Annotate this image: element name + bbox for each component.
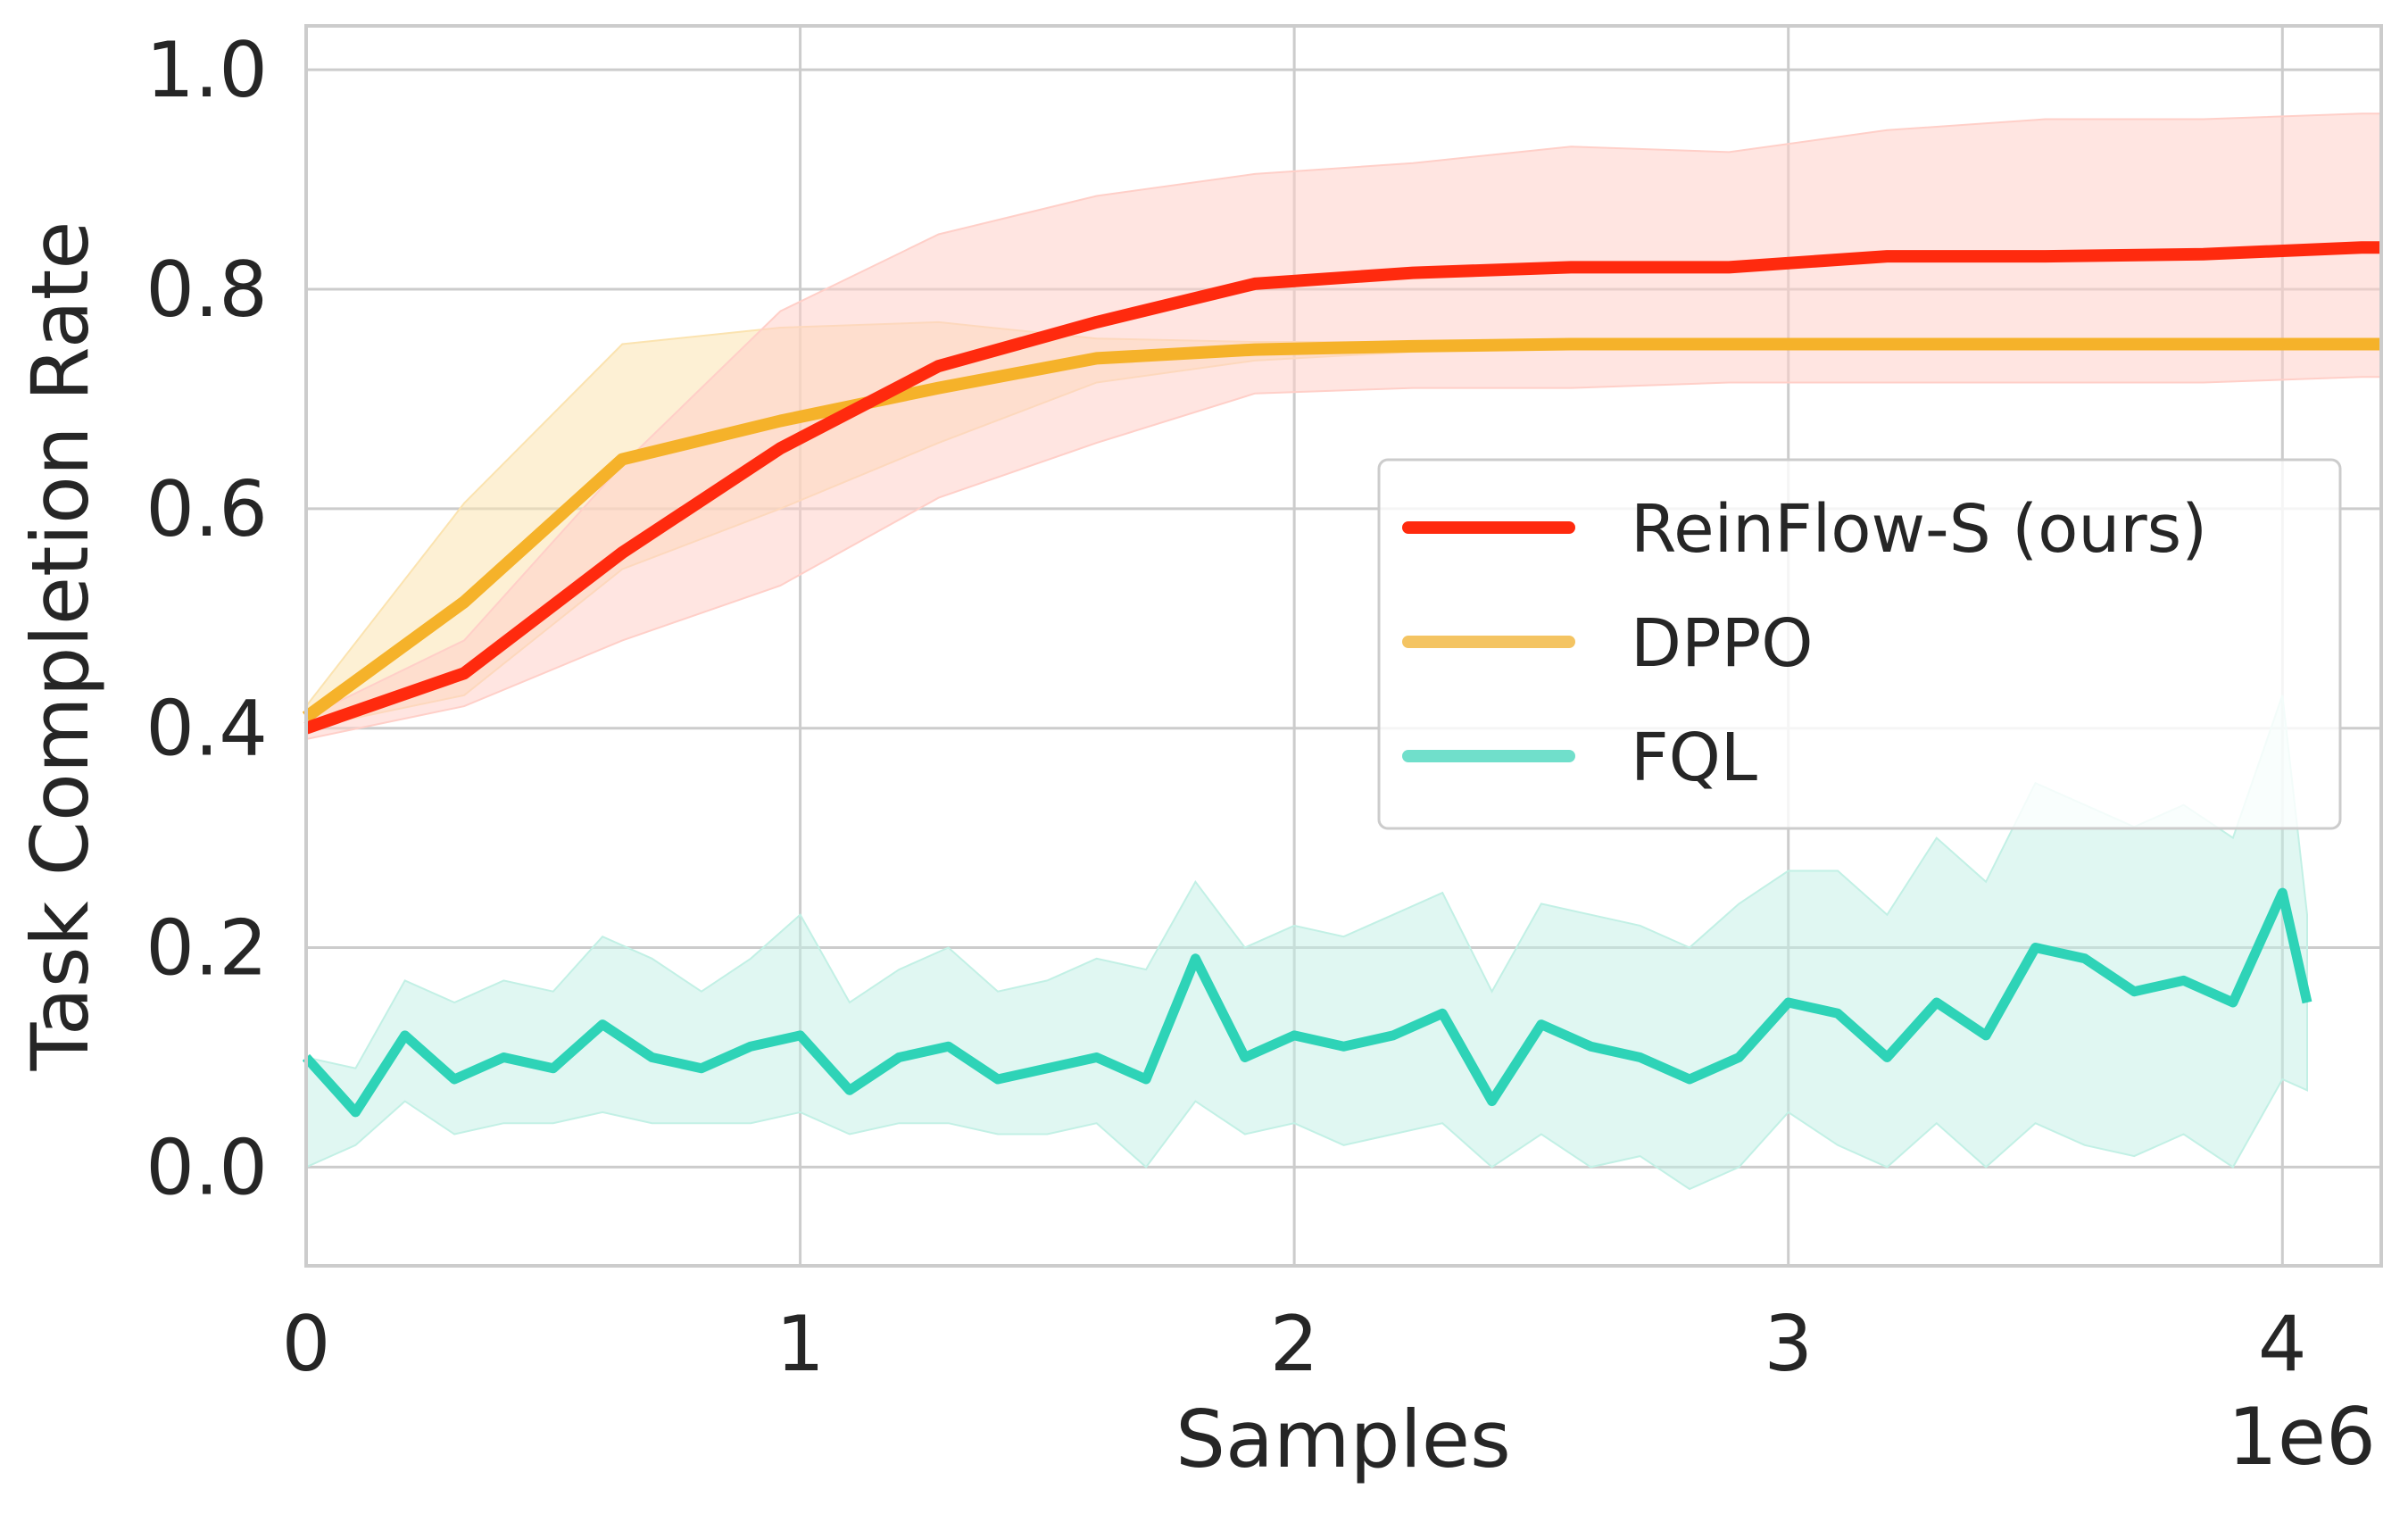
- y-tick-label: 1.0: [145, 26, 268, 115]
- x-tick-label: 0: [282, 1300, 331, 1389]
- y-tick-label: 0.6: [145, 465, 268, 554]
- y-tick-label: 0.4: [145, 685, 268, 774]
- x-tick-label: 3: [1764, 1300, 1813, 1389]
- y-axis-label: Task Completion Rate: [14, 221, 106, 1072]
- x-tick-label: 4: [2258, 1300, 2307, 1389]
- series-lines: [302, 241, 2381, 1118]
- y-tick-label: 0.2: [145, 904, 268, 994]
- x-axis-label: Samples: [1175, 1393, 1511, 1485]
- confidence-band: [305, 695, 2308, 1191]
- series-line: [302, 887, 2313, 1118]
- x-axis-offset-label: 1e6: [2228, 1391, 2376, 1483]
- tick-labels: 0 1 2 3 4 0.0 0.2 0.4 0.6 0.8 1.0: [145, 26, 2306, 1389]
- y-tick-label: 0.0: [145, 1123, 268, 1212]
- legend-label: FQL: [1631, 720, 1757, 796]
- legend-box: [1377, 458, 2342, 830]
- series-line: [303, 241, 2381, 735]
- x-tick-label: 2: [1270, 1300, 1319, 1389]
- legend-label: ReinFlow-S (ours): [1631, 491, 2207, 568]
- series-line: [302, 337, 2381, 723]
- legend: ReinFlow-S (ours) DPPO FQL: [1377, 458, 2342, 830]
- y-tick-label: 0.8: [145, 245, 268, 335]
- legend-label: DPPO: [1631, 605, 1813, 682]
- x-tick-label: 1: [776, 1300, 825, 1389]
- plot-frame: [304, 24, 2383, 1268]
